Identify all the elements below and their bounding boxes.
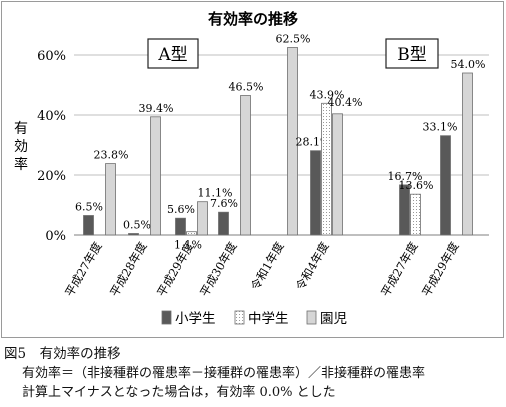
data-label: 5.6% [167,203,195,216]
bar-小学生 [310,150,321,236]
y-axis-label: 有 [14,121,28,137]
data-label: 54.0% [451,58,486,71]
chart-title: 有効率の推移 [208,10,298,28]
bar-小学生 [399,184,410,236]
data-label: 16.7% [388,170,423,183]
group-label: A型 [157,45,187,65]
bar-小学生 [128,233,139,236]
bar-園児 [105,163,116,236]
data-label: 23.8% [94,149,129,162]
y-tick-label: 0% [45,229,66,244]
data-label: 7.6% [210,197,238,210]
bar-中学生 [186,231,197,236]
data-label: 11.1% [198,187,233,200]
data-label: 39.4% [139,102,174,115]
bar-園児 [240,95,251,236]
bar-中学生 [321,102,332,236]
group-label-box [385,38,439,69]
x-tick-label: 令和4年度 [293,239,332,293]
bar-中学生 [410,193,421,236]
data-label: 43.9% [310,88,345,101]
bar-園児 [332,113,343,236]
efficacy-rate-chart: 有効率の推移 0% 20% 40% 60% 有効率 6.5% 23.8% 平成27年度 0.5% 3… [14,10,489,327]
bar-小学生 [440,135,451,236]
y-tick-label: 20% [37,169,66,184]
data-label: 13.6% [399,179,434,192]
bar-小学生 [218,211,229,236]
group-label-box [147,38,199,69]
y-tick-label: 60% [37,49,66,64]
legend-label: 小学生 [175,311,216,327]
figure-caption-title: 図5 有効率の推移 [4,346,121,362]
legend-label: 中学生 [248,311,289,327]
data-label: 62.5% [276,33,311,46]
x-tick-label: 平成29年度 [419,239,462,299]
bar-園児 [150,116,161,236]
data-label: 0.5% [123,219,151,232]
y-axis-label: 率 [14,156,28,173]
legend-swatch [234,310,245,325]
bar-園児 [287,47,298,236]
data-label: 33.1% [423,121,458,134]
bar-園児 [197,201,208,236]
data-label: 6.5% [75,201,103,214]
data-label: 1.1% [174,239,202,252]
x-tick-label: 平成30年度 [197,239,240,299]
data-label: 40.4% [328,96,363,109]
y-tick-label: 40% [37,109,66,124]
group-label: B型 [397,45,427,65]
x-tick-label: 平成28年度 [107,239,150,299]
chart-frame: 有効率の推移 0% 20% 40% 60% 有効率 6.5% 23.8% 平成27年度 0.5% 3… [1,1,504,338]
data-label: 46.5% [229,81,264,94]
bar-小学生 [175,217,186,236]
y-axis-label: 効 [14,139,28,155]
x-tick-label: 平成27年度 [62,239,105,299]
x-tick-label: 平成27年度 [378,239,421,299]
bar-園児 [462,72,473,236]
bar-小学生 [83,215,94,236]
legend-swatch [161,310,172,325]
legend-swatch [306,310,317,325]
figure-note-condition: 計算上マイナスとなった場合は，有効率 0.0% とした [22,385,336,400]
figure-note-formula: 有効率＝（非接種群の罹患率－接種群の罹患率）／非接種群の罹患率 [22,366,426,381]
legend-label: 園児 [320,311,347,327]
x-tick-label: 令和1年度 [248,239,287,293]
